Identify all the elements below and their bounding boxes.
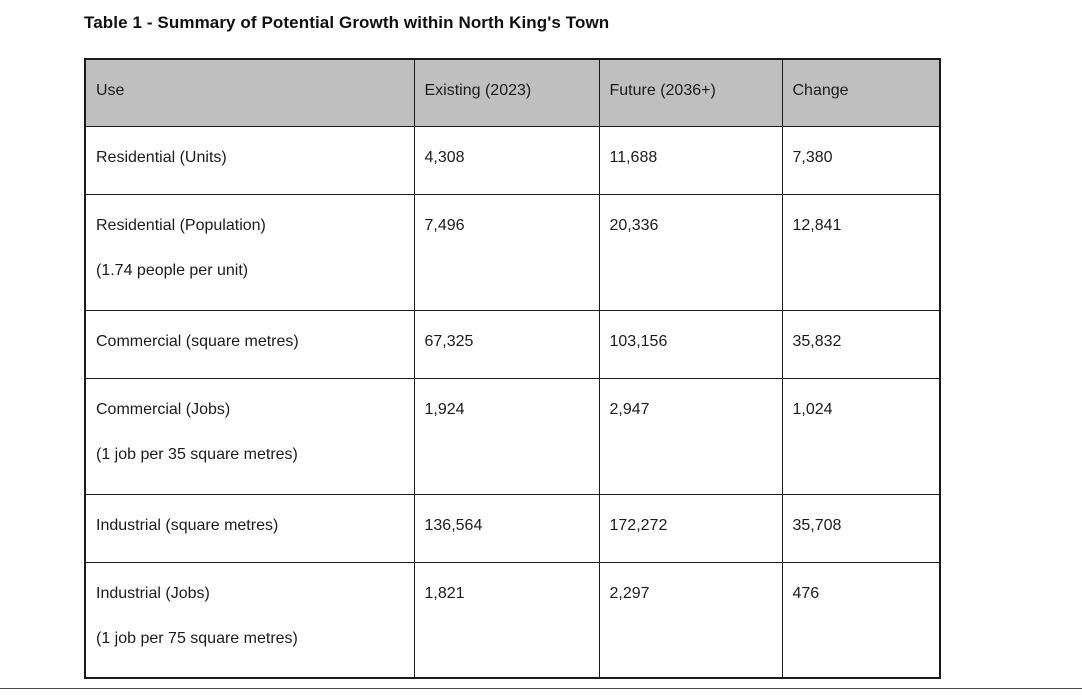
column-header-existing: Existing (2023) [413, 58, 600, 127]
change-cell: 7,380 [781, 125, 941, 195]
change-cell: 35,832 [781, 309, 941, 379]
use-label: Residential (Units) [96, 148, 227, 166]
change-cell: 476 [781, 561, 941, 679]
column-header-use: Use [84, 58, 415, 127]
change-cell: 35,708 [781, 493, 941, 563]
table-header-row: Use Existing (2023) Future (2036+) Chang… [84, 58, 941, 127]
use-label: Industrial (square metres) [96, 516, 279, 534]
table-row: Industrial (square metres) 136,564 172,2… [84, 493, 941, 563]
future-cell: 20,336 [598, 193, 783, 311]
column-header-future: Future (2036+) [598, 58, 783, 127]
use-note: (1 job per 35 square metres) [96, 445, 298, 463]
use-cell: Residential (Units) [84, 125, 415, 195]
taskbar-edge [0, 688, 1082, 697]
change-cell: 1,024 [781, 377, 941, 495]
future-cell: 103,156 [598, 309, 783, 379]
existing-cell: 7,496 [413, 193, 600, 311]
existing-cell: 4,308 [413, 125, 600, 195]
use-cell: Industrial (square metres) [84, 493, 415, 563]
table-row: Commercial (square metres) 67,325 103,15… [84, 309, 941, 379]
use-label: Commercial (square metres) [96, 332, 299, 350]
existing-cell: 136,564 [413, 493, 600, 563]
table-row: Industrial (Jobs) (1 job per 75 square m… [84, 561, 941, 679]
future-cell: 2,297 [598, 561, 783, 679]
column-header-change: Change [781, 58, 941, 127]
use-label: Commercial (Jobs) [96, 400, 231, 418]
change-cell: 12,841 [781, 193, 941, 311]
table-row: Commercial (Jobs) (1 job per 35 square m… [84, 377, 941, 495]
use-label: Industrial (Jobs) [96, 584, 210, 602]
use-note: (1.74 people per unit) [96, 261, 249, 279]
use-cell: Residential (Population) (1.74 people pe… [84, 193, 415, 311]
future-cell: 11,688 [598, 125, 783, 195]
table-title: Table 1 - Summary of Potential Growth wi… [84, 13, 610, 32]
growth-summary-table: Use Existing (2023) Future (2036+) Chang… [84, 58, 941, 679]
table-row: Residential (Units) 4,308 11,688 7,380 [84, 125, 941, 195]
use-note: (1 job per 75 square metres) [96, 629, 298, 647]
use-cell: Commercial (Jobs) (1 job per 35 square m… [84, 377, 415, 495]
future-cell: 2,947 [598, 377, 783, 495]
use-label: Residential (Population) [96, 216, 266, 234]
table-row: Residential (Population) (1.74 people pe… [84, 193, 941, 311]
use-cell: Commercial (square metres) [84, 309, 415, 379]
existing-cell: 1,924 [413, 377, 600, 495]
future-cell: 172,272 [598, 493, 783, 563]
existing-cell: 67,325 [413, 309, 600, 379]
use-cell: Industrial (Jobs) (1 job per 75 square m… [84, 561, 415, 679]
existing-cell: 1,821 [413, 561, 600, 679]
